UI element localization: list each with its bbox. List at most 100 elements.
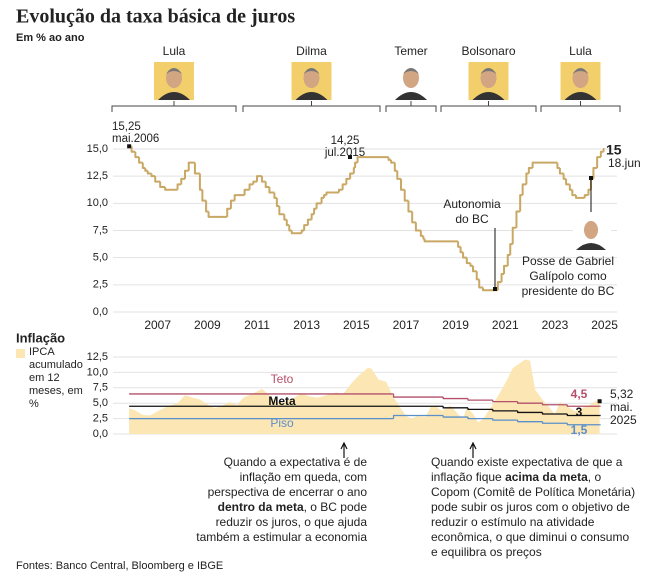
note-text: , o BC pode reduzir os juros, o que ajud… [196,500,367,544]
y-tick-label: 12,5 [87,170,108,182]
step-segment [411,211,416,224]
step-segment [341,183,347,190]
note: Quando a expectativa é de inflação em qu… [190,455,367,545]
step-segment [442,397,469,400]
title: Evolução da taxa básica de juros [16,6,295,28]
y-tick-label: 12,5 [87,351,108,363]
step-segment [481,287,498,292]
step-segment [390,159,395,164]
y-tick-label: 7,5 [93,382,108,394]
step-segment [492,400,518,403]
step-segment [354,161,358,169]
y-tick-label: 7,5 [93,224,108,236]
step-segment [602,148,605,152]
step-segment [248,183,254,190]
step-segment [496,281,502,291]
step-segment [478,279,483,289]
step-segment [403,189,409,202]
area [129,359,600,434]
step-segment [541,421,568,424]
portrait-suit [564,92,597,100]
portrait-face [166,68,182,88]
x-tick-label: 2013 [293,318,320,332]
bracket [242,101,381,112]
annotation: 15,25 [112,121,141,133]
step-segment [164,187,178,191]
x-tick-label: 2025 [591,318,618,332]
end-value-label: 5,32 [610,387,634,401]
step-segment [442,406,469,409]
y-tick-label: 0,0 [93,306,108,318]
arrow [340,441,348,458]
step-segment [509,243,513,255]
portrait-suit [295,92,328,100]
y-tick-label: 5,0 [93,252,108,264]
step-segment [184,169,189,179]
portrait-hair [480,68,497,74]
step-segment [596,156,601,169]
step-segment [531,161,558,169]
step-segment [462,252,467,259]
step-segment [583,194,589,198]
x-tick-label: 2019 [442,318,469,332]
president-name: Lula [163,44,186,58]
y-tick-label: 0,0 [93,428,108,440]
step-segment [134,151,140,159]
note-text: Quando a expectativa é de inflação em qu… [207,455,367,499]
end-label: 3 [576,405,583,419]
step-segment [566,423,600,426]
source: Fontes: Banco Central, Bloomberg e IBGE [16,560,223,572]
portrait-face [403,68,419,88]
step-segment [337,188,343,193]
step-segment [556,162,560,170]
note-emphasis: acima da meta [505,470,588,484]
step-segment [320,196,325,204]
bracket [440,101,537,112]
step-segment [268,187,275,194]
step-segment [459,246,464,254]
marker-dot [597,399,602,404]
step-segment [457,241,461,248]
step-segment [138,157,143,164]
step-segment [568,184,573,191]
step-segment [571,189,577,197]
step-segment [256,175,262,182]
annotation: Galípolo como [529,269,607,283]
note-emphasis: dentro da meta [217,500,304,514]
step-segment [392,393,444,398]
step-segment [285,219,290,227]
step-segment [229,199,235,209]
step-segment [492,409,518,412]
step-segment [159,181,166,189]
portrait-hair [303,68,320,74]
step-segment [423,238,459,243]
step-segment [517,420,543,423]
step-segment [300,229,305,234]
step-segment [201,189,207,202]
step-segment [290,230,302,235]
step-segment [387,157,392,161]
step-segment [592,167,598,179]
step-segment [264,181,270,189]
portrait-suit [395,92,427,100]
end-value-label: 15 [606,142,622,158]
step-segment [465,257,471,265]
step-segment [130,146,136,153]
step-segment [226,207,231,217]
x-tick-label: 2009 [194,318,221,332]
step-segment [154,176,161,183]
marker-dot [589,176,593,180]
step-segment [150,173,156,178]
step-segment [467,407,493,411]
step-segment [273,192,277,199]
step-segment [345,177,351,185]
step-segment [525,172,529,185]
step-segment [407,200,413,213]
step-segment [310,213,315,220]
step-segment [356,156,389,163]
y-tick-label: 15,0 [87,143,108,155]
step-segment [467,417,493,420]
x-tick-label: 2007 [144,318,171,332]
